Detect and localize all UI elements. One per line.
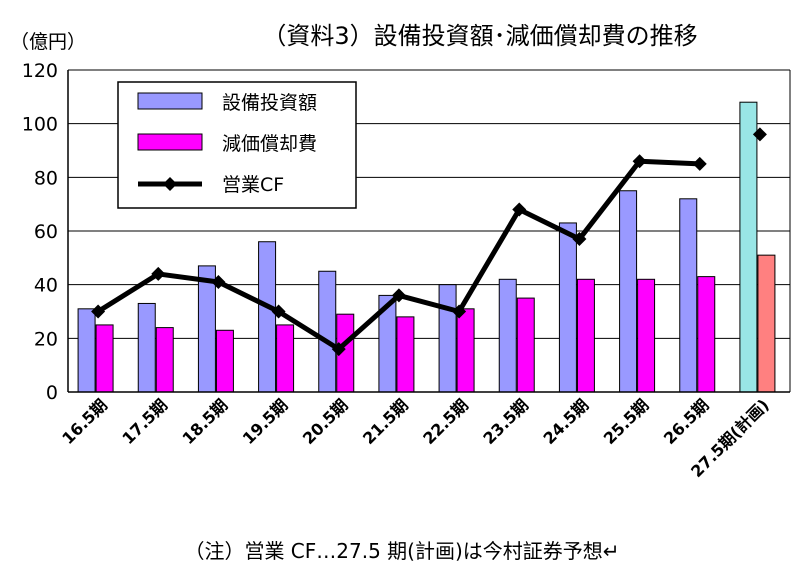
footnote: （注）営業 CF…27.5 期(計画)は今村証券予想↵ [184, 539, 619, 563]
marker-operating-cf [572, 232, 587, 247]
legend-label-capex: 設備投資額 [222, 92, 317, 114]
marker-operating-cf [512, 202, 527, 217]
bar-capex [197, 265, 216, 393]
bar-depreciation [155, 327, 174, 393]
bar-capex [619, 190, 638, 393]
marker-operating-cf [91, 304, 106, 319]
marker-operating-cf [452, 304, 467, 319]
x-tick-label: 19.5期 [239, 395, 292, 448]
y-tick-label: 120 [22, 60, 58, 82]
marker-operating-cf [391, 288, 406, 303]
y-tick-label: 60 [34, 221, 58, 243]
x-tick-label: 23.5期 [479, 395, 532, 448]
bar-capex [498, 278, 517, 393]
chart-title: （資料3）設備投資額･減価償却費の推移 [262, 22, 697, 50]
bar-depreciation [396, 316, 415, 393]
x-tick-label: 22.5期 [419, 395, 472, 448]
x-tick-label: 18.5期 [179, 395, 232, 448]
x-tick-label: 24.5期 [540, 395, 593, 448]
x-tick-label: 21.5期 [359, 395, 412, 448]
x-tick-label: 16.5期 [58, 395, 111, 448]
y-axis-unit: （億円） [10, 31, 86, 53]
bar-depreciation [516, 297, 535, 393]
marker-operating-cf [331, 342, 346, 357]
marker-operating-cf [271, 304, 286, 319]
x-tick-label: 26.5期 [660, 395, 713, 448]
y-tick-label: 80 [34, 167, 58, 189]
x-tick-label: 17.5期 [118, 395, 171, 448]
marker-operating-cf [692, 156, 707, 171]
y-tick-label: 20 [34, 328, 58, 350]
x-tick-label: 20.5期 [299, 395, 352, 448]
axes [67, 70, 791, 393]
bar-depreciation [697, 276, 716, 393]
y-tick-label: 40 [34, 275, 58, 297]
line-series [91, 127, 767, 357]
marker-operating-cf [211, 274, 226, 289]
bar-capex [438, 284, 457, 393]
bar-depreciation [456, 308, 475, 393]
bar-capex [318, 270, 337, 393]
bar-depreciation [637, 278, 656, 393]
bar-depreciation [215, 329, 234, 393]
bars [77, 101, 776, 393]
marker-operating-cf [752, 127, 767, 142]
legend-label-operating-cf: 営業CF [222, 174, 284, 196]
x-tick-label: 25.5期 [600, 395, 653, 448]
bar-capex [739, 101, 758, 393]
bar-capex [77, 308, 96, 393]
x-axis-labels: 16.5期 17.5期 18.5期 19.5期 20.5期 21.5期 22.5期 23.5期… [58, 395, 773, 481]
bar-depreciation [576, 278, 595, 393]
bar-depreciation [757, 254, 776, 393]
bar-depreciation [276, 324, 295, 393]
marker-operating-cf [151, 266, 166, 281]
legend-swatch-capex [137, 92, 203, 110]
y-tick-label: 100 [22, 114, 58, 136]
bar-capex [679, 198, 698, 393]
marker-operating-cf [632, 154, 647, 169]
legend-swatch-depreciation [137, 133, 203, 151]
bar-capex [558, 222, 577, 393]
bar-depreciation [95, 324, 114, 393]
bar-capex [258, 241, 277, 393]
legend-marker-operating-cf [163, 177, 177, 191]
y-tick-label: 0 [46, 382, 58, 404]
y-axis-ticks: 0 20 40 60 80 100 120 [22, 60, 58, 404]
bar-capex [137, 302, 156, 393]
legend-label-depreciation: 減価償却費 [222, 133, 317, 155]
